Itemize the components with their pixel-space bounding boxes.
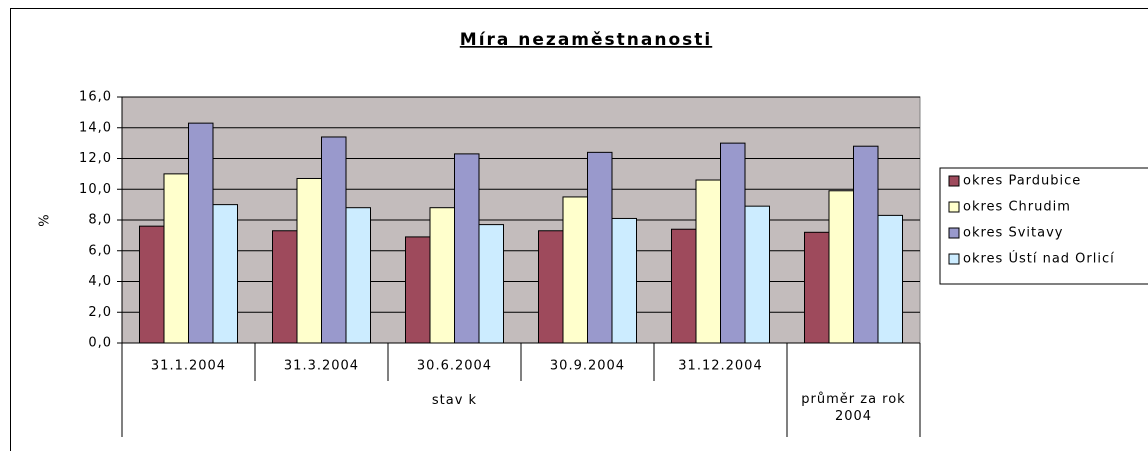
- group-label: stav k: [431, 393, 478, 408]
- legend-label: okres Chrudim: [963, 200, 1071, 215]
- group-label-box: stav k: [431, 393, 478, 408]
- bar: [188, 122, 214, 344]
- x-tick-label: 30.9.2004: [550, 359, 625, 374]
- group-label-box: průměr za rok 2004: [801, 392, 906, 424]
- bar: [828, 190, 854, 344]
- bar: [853, 145, 879, 344]
- y-tick-label: 12,0: [79, 151, 112, 166]
- bar: [454, 153, 480, 344]
- bar: [538, 230, 564, 344]
- bar: [671, 228, 697, 344]
- bar: [611, 217, 637, 344]
- bar: [720, 142, 746, 344]
- legend-swatch: [948, 253, 960, 265]
- bar: [163, 173, 189, 344]
- legend-label: okres Pardubice: [963, 174, 1081, 189]
- legend-swatch: [948, 201, 960, 213]
- y-tick-label: 8,0: [88, 213, 112, 228]
- y-tick-label: 16,0: [79, 90, 112, 105]
- y-axis-label: %: [38, 213, 53, 226]
- bar: [429, 207, 455, 344]
- y-tick-label: 6,0: [88, 243, 112, 258]
- y-tick-label: 0,0: [88, 336, 112, 351]
- bar: [478, 224, 504, 344]
- bar: [345, 207, 371, 344]
- legend-swatch: [948, 175, 960, 187]
- bar: [272, 230, 298, 344]
- bar: [695, 179, 721, 344]
- bar: [139, 225, 165, 344]
- x-tick-label: 31.3.2004: [284, 359, 359, 374]
- legend-swatch: [948, 227, 960, 239]
- bar: [804, 231, 830, 344]
- y-tick-label: 2,0: [88, 305, 112, 320]
- x-tick-label: 30.6.2004: [417, 359, 492, 374]
- bar: [562, 196, 588, 344]
- legend-label: okres Ústí nad Orlicí: [963, 251, 1115, 267]
- bar: [321, 136, 347, 344]
- bar: [877, 214, 903, 344]
- group-label: průměr za rok 2004: [801, 392, 906, 424]
- y-tick-label: 4,0: [88, 274, 112, 289]
- bar: [296, 177, 322, 344]
- bar: [744, 205, 770, 344]
- legend-box: [939, 167, 1148, 285]
- bar: [405, 236, 431, 344]
- chart-title: Míra nezaměstnanosti: [460, 30, 712, 50]
- bar: [587, 151, 613, 344]
- x-tick-label: 31.12.2004: [678, 359, 762, 374]
- y-tick-label: 10,0: [79, 182, 112, 197]
- bar: [212, 204, 238, 344]
- y-tick-label: 14,0: [79, 120, 112, 135]
- legend-label: okres Svitavy: [963, 226, 1063, 241]
- x-tick-label: 31.1.2004: [151, 359, 226, 374]
